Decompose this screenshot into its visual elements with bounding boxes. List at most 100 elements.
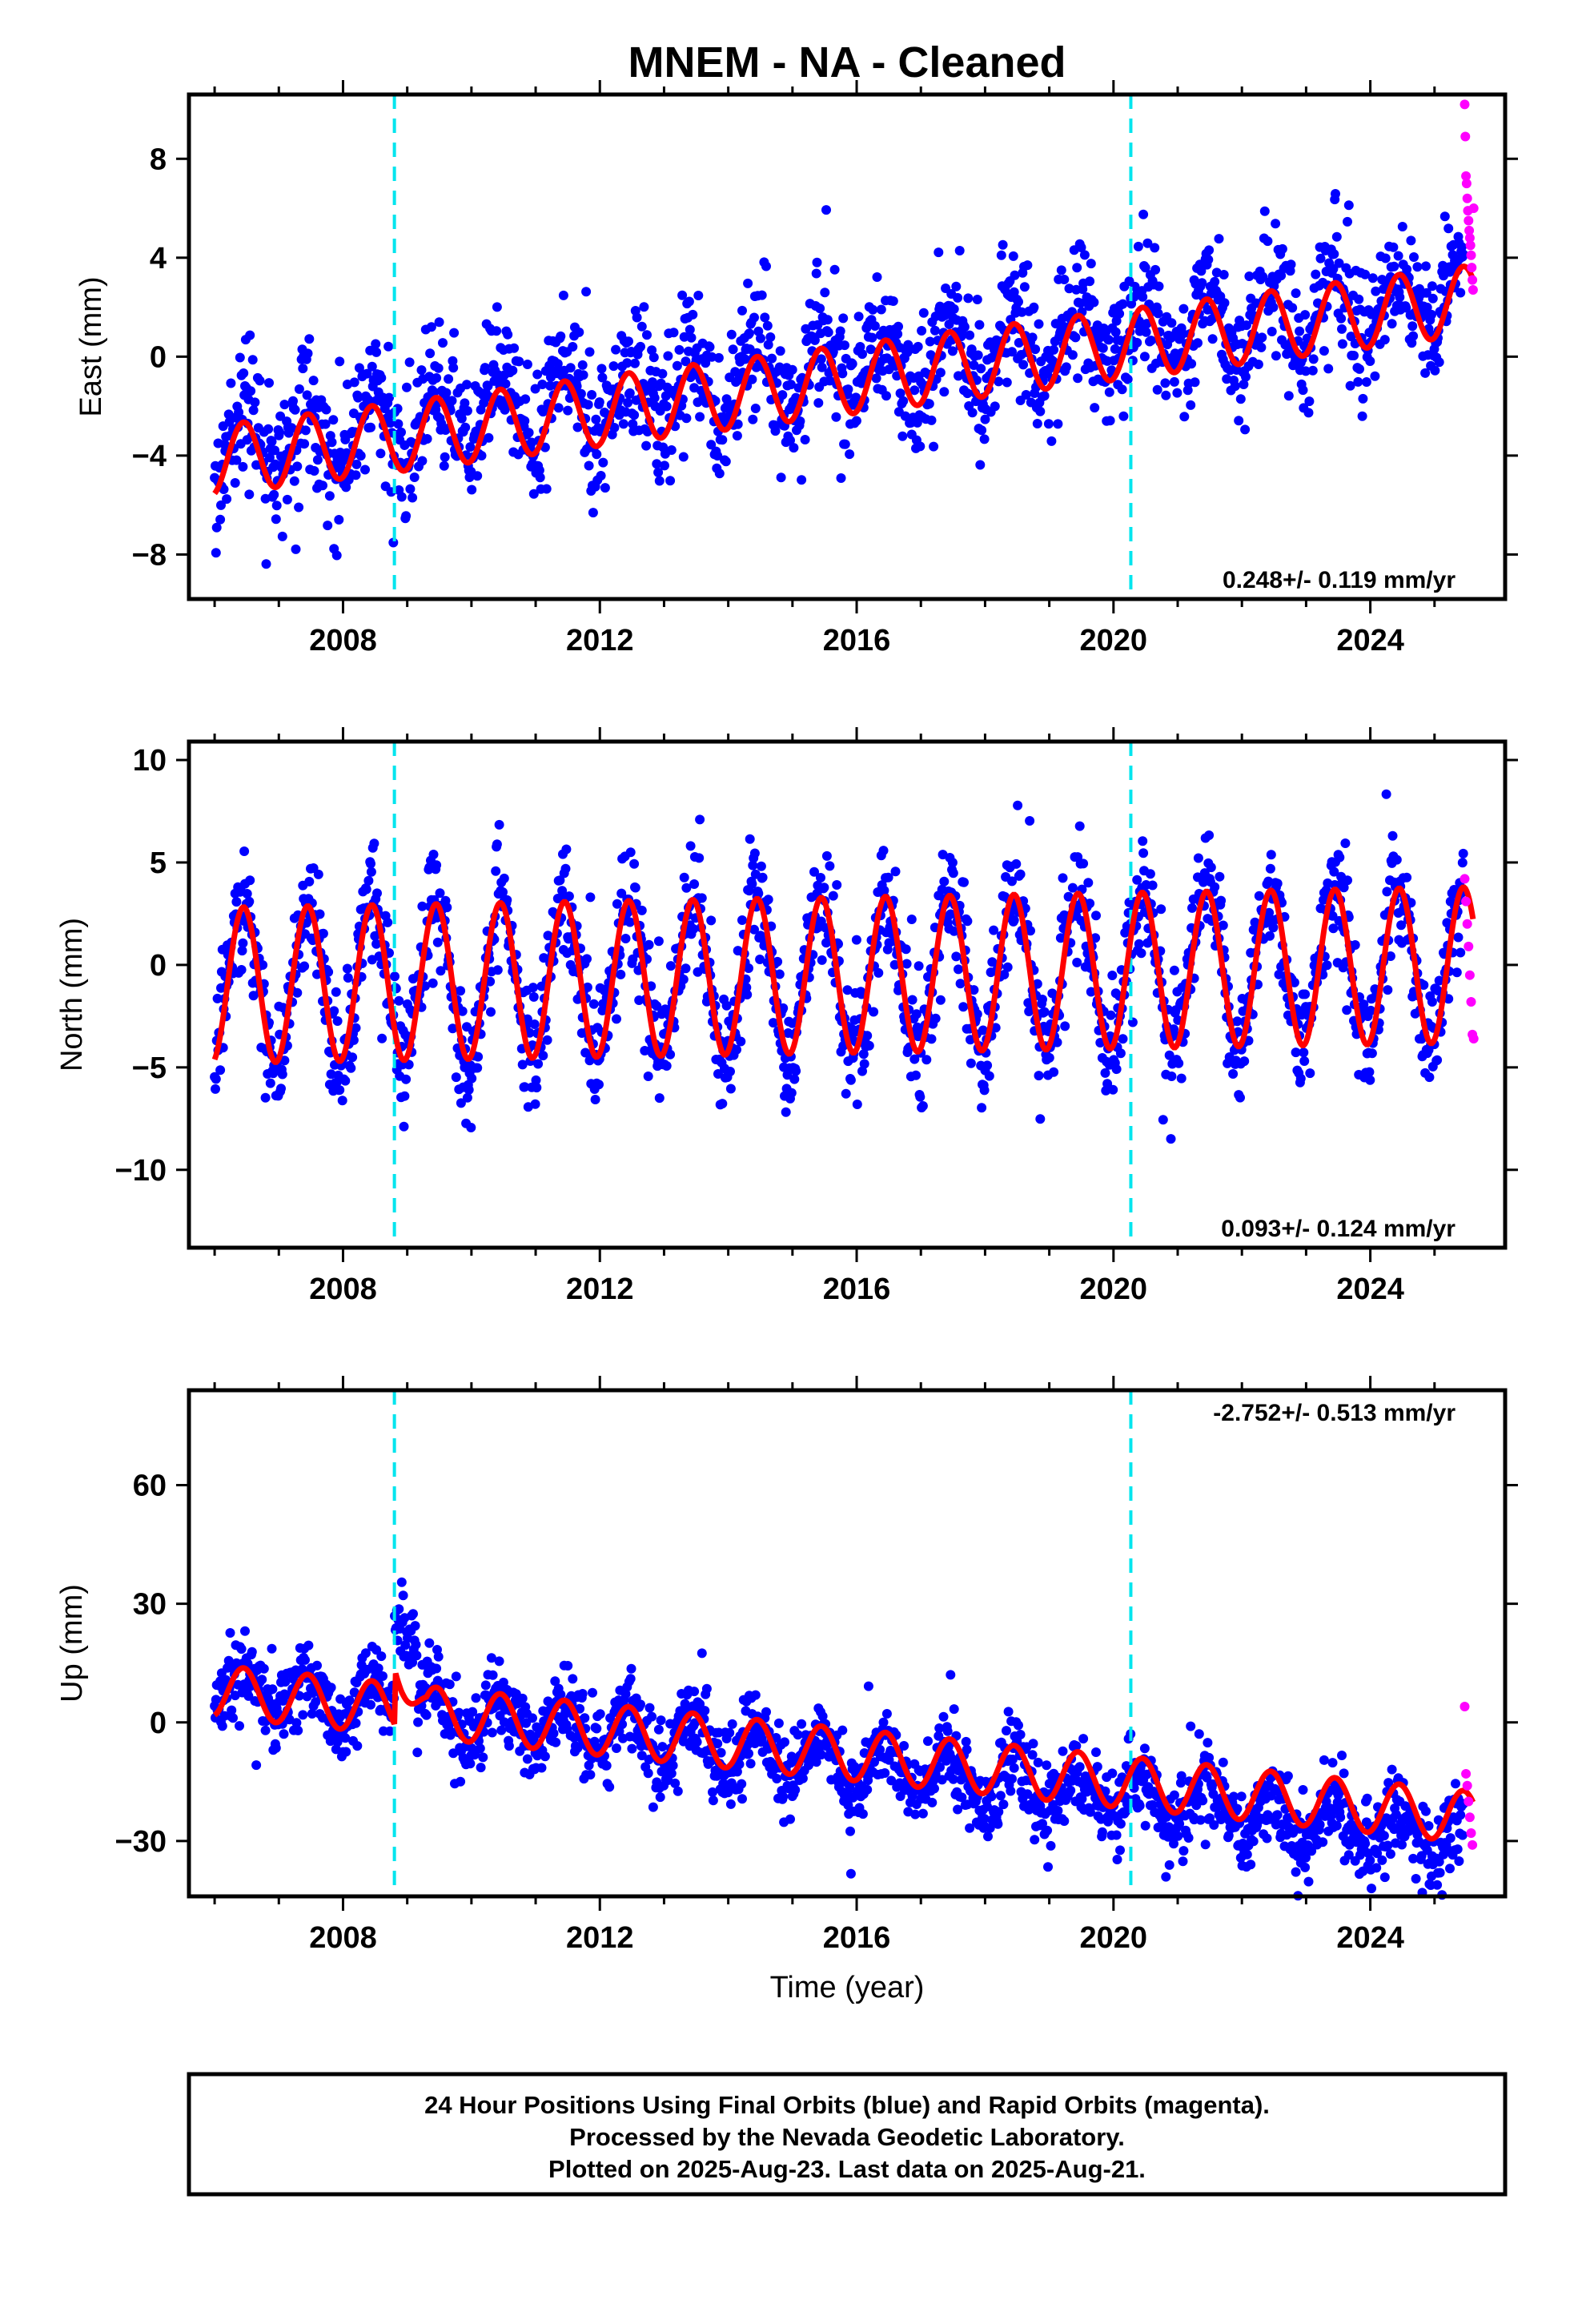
final-orbit-point bbox=[225, 1628, 235, 1638]
final-orbit-point bbox=[1298, 385, 1308, 396]
final-orbit-point bbox=[371, 939, 382, 949]
final-orbit-point bbox=[647, 345, 657, 356]
final-orbit-point bbox=[1117, 384, 1127, 395]
final-orbit-point bbox=[1286, 259, 1296, 270]
rapid-orbit-point bbox=[1461, 896, 1472, 907]
final-orbit-point bbox=[396, 427, 406, 437]
final-orbit-point bbox=[300, 425, 311, 436]
final-orbit-point bbox=[517, 1693, 528, 1703]
final-orbit-point bbox=[1304, 396, 1315, 407]
x-tick-label: 2024 bbox=[1336, 1273, 1404, 1306]
final-orbit-point bbox=[817, 362, 827, 372]
final-orbit-point bbox=[376, 1651, 387, 1662]
final-orbit-point bbox=[1083, 878, 1094, 888]
final-orbit-point bbox=[1166, 1072, 1177, 1081]
final-orbit-point bbox=[348, 1035, 359, 1045]
rapid-orbit-point bbox=[1468, 203, 1479, 214]
final-orbit-point bbox=[744, 328, 754, 339]
final-orbit-point bbox=[440, 452, 450, 462]
final-orbit-point bbox=[520, 394, 531, 404]
final-orbit-point bbox=[321, 404, 331, 415]
final-orbit-point bbox=[1382, 887, 1392, 897]
final-orbit-point bbox=[472, 1063, 483, 1073]
final-orbit-point bbox=[494, 819, 504, 830]
final-orbit-point bbox=[930, 325, 940, 336]
final-orbit-point bbox=[629, 410, 640, 420]
final-orbit-point bbox=[1133, 241, 1143, 251]
final-orbit-point bbox=[855, 342, 865, 352]
final-orbit-point bbox=[251, 1760, 262, 1771]
final-orbit-point bbox=[428, 978, 438, 988]
final-orbit-point bbox=[685, 324, 695, 335]
final-orbit-point bbox=[1186, 400, 1196, 410]
final-orbit-point bbox=[1329, 249, 1339, 259]
final-orbit-point bbox=[851, 392, 861, 403]
final-orbit-point bbox=[1076, 243, 1086, 252]
final-orbit-point bbox=[778, 1791, 789, 1802]
final-orbit-point bbox=[236, 965, 247, 975]
final-orbit-point bbox=[337, 1096, 347, 1106]
final-orbit-point bbox=[1038, 995, 1047, 1004]
final-orbit-point bbox=[935, 995, 946, 1005]
final-orbit-point bbox=[1034, 319, 1044, 329]
final-orbit-point bbox=[1389, 261, 1399, 271]
final-orbit-point bbox=[1085, 276, 1095, 287]
final-orbit-point bbox=[471, 1693, 481, 1703]
final-orbit-point bbox=[401, 1074, 412, 1084]
final-orbit-point bbox=[1002, 377, 1012, 388]
final-orbit-point bbox=[1346, 332, 1356, 342]
final-orbit-point bbox=[837, 1725, 848, 1735]
final-orbit-point bbox=[366, 1699, 375, 1710]
final-orbit-point bbox=[865, 344, 876, 355]
final-orbit-point bbox=[852, 1100, 862, 1109]
final-orbit-point bbox=[611, 344, 621, 355]
final-orbit-point bbox=[785, 380, 796, 390]
final-orbit-point bbox=[652, 459, 662, 469]
final-orbit-point bbox=[996, 250, 1006, 260]
final-orbit-point bbox=[949, 304, 959, 314]
final-orbit-point bbox=[1059, 1816, 1070, 1826]
final-orbit-point bbox=[951, 281, 962, 292]
final-orbit-point bbox=[335, 1085, 345, 1096]
final-orbit-point bbox=[1138, 292, 1148, 302]
final-orbit-point bbox=[528, 991, 539, 1002]
final-orbit-point bbox=[1049, 344, 1059, 355]
north-data-marks bbox=[210, 742, 1479, 1248]
final-orbit-point bbox=[568, 342, 578, 352]
final-orbit-point bbox=[1432, 1055, 1443, 1065]
final-orbit-point bbox=[537, 380, 548, 389]
final-orbit-point bbox=[448, 363, 459, 373]
final-orbit-point bbox=[1030, 344, 1041, 355]
final-orbit-point bbox=[686, 332, 697, 343]
final-orbit-point bbox=[1215, 871, 1225, 882]
final-orbit-point bbox=[829, 264, 840, 275]
final-orbit-point bbox=[1066, 1785, 1076, 1795]
final-orbit-point bbox=[674, 344, 685, 355]
final-orbit-point bbox=[355, 451, 366, 461]
final-orbit-point bbox=[776, 472, 786, 483]
final-orbit-point bbox=[1240, 424, 1251, 435]
final-orbit-point bbox=[222, 494, 232, 505]
final-orbit-point bbox=[728, 344, 738, 355]
final-orbit-point bbox=[895, 388, 905, 399]
final-orbit-point bbox=[565, 363, 576, 373]
final-orbit-point bbox=[384, 392, 394, 403]
final-orbit-point bbox=[369, 838, 379, 849]
final-orbit-point bbox=[259, 1663, 269, 1674]
final-orbit-point bbox=[819, 883, 829, 893]
rapid-orbit-point bbox=[1464, 941, 1474, 951]
final-orbit-point bbox=[609, 423, 620, 432]
final-orbit-point bbox=[1178, 328, 1188, 339]
final-orbit-point bbox=[1379, 335, 1390, 345]
y-tick-label: −5 bbox=[132, 1051, 167, 1085]
final-orbit-point bbox=[909, 385, 920, 396]
final-orbit-point bbox=[1307, 365, 1318, 376]
final-orbit-point bbox=[592, 1723, 602, 1734]
y-tick-label: 10 bbox=[133, 744, 167, 778]
final-orbit-point bbox=[1179, 412, 1190, 422]
final-orbit-point bbox=[292, 461, 303, 472]
final-orbit-point bbox=[401, 511, 412, 521]
final-orbit-point bbox=[530, 1099, 540, 1109]
rapid-orbit-point bbox=[1466, 250, 1476, 260]
